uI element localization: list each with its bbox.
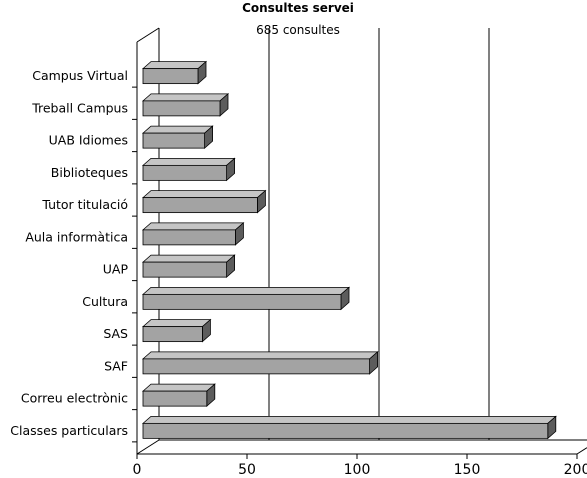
category-label: Biblioteques	[51, 165, 128, 180]
x-tick-label: 100	[344, 462, 371, 478]
category-label: Aula informàtica	[25, 229, 128, 244]
left-wall-top-edge	[136, 27, 160, 43]
grid-lines	[268, 28, 490, 440]
bar-top-face	[141, 351, 379, 360]
category-label: Treball Campus	[31, 100, 128, 115]
category-label: SAS	[103, 326, 128, 341]
category-label: Cultura	[82, 294, 128, 309]
bar	[141, 415, 557, 440]
bar-top-face	[141, 222, 245, 231]
bar	[141, 254, 236, 279]
category-label: UAB Idiomes	[49, 133, 128, 148]
bar-front-face	[142, 326, 203, 343]
chart-title: Consultes servei	[242, 1, 354, 15]
bar	[141, 221, 245, 246]
x-tick-label: 150	[454, 462, 481, 478]
bar-front-face	[142, 261, 227, 278]
bar-front-face	[142, 422, 549, 439]
bar-front-face	[142, 132, 205, 149]
chart-subtitle: 685 consultes	[256, 23, 340, 37]
floor-right-edge	[576, 447, 587, 455]
bar	[141, 189, 267, 214]
bar-front-face	[142, 293, 342, 310]
bar	[141, 318, 212, 343]
bar-top-face	[141, 415, 557, 424]
bar-top-face	[141, 157, 236, 166]
bar-front-face	[142, 197, 258, 214]
bar	[141, 350, 379, 375]
bar-top-face	[141, 93, 230, 102]
axes	[132, 42, 587, 459]
bar	[141, 92, 230, 117]
bar-top-face	[141, 190, 267, 199]
bar-top-face	[141, 383, 216, 392]
bar	[141, 60, 208, 85]
bar-top-face	[141, 286, 351, 295]
category-label: Campus Virtual	[32, 68, 128, 83]
bar-front-face	[142, 229, 236, 246]
bar	[141, 157, 236, 182]
bar	[141, 286, 351, 311]
bar-top-face	[141, 125, 214, 134]
category-label: SAF	[104, 358, 128, 373]
x-tick-label: 200	[564, 462, 587, 478]
bar	[141, 125, 214, 150]
bar-front-face	[142, 390, 208, 407]
bar-front-face	[142, 164, 227, 181]
x-tick-label: 50	[238, 462, 256, 478]
x-tick-label: 0	[133, 462, 142, 478]
category-label: Classes particulars	[10, 423, 128, 438]
bar-top-face	[141, 254, 236, 263]
x-tick-labels: 0 50 100 150 200	[133, 462, 587, 478]
bars	[141, 60, 557, 440]
category-label: Tutor titulació	[41, 197, 128, 212]
bar-top-face	[141, 61, 208, 70]
bar-front-face	[142, 100, 221, 117]
category-label: Correu electrònic	[21, 391, 128, 406]
bar-front-face	[142, 68, 199, 85]
category-label: UAP	[103, 262, 129, 277]
bar-top-face	[141, 319, 212, 328]
floor-left-edge	[136, 439, 160, 455]
bar	[141, 383, 216, 408]
bar-front-face	[142, 358, 371, 375]
category-labels: Campus Virtual Treball Campus UAB Idiomes B…	[10, 68, 128, 438]
